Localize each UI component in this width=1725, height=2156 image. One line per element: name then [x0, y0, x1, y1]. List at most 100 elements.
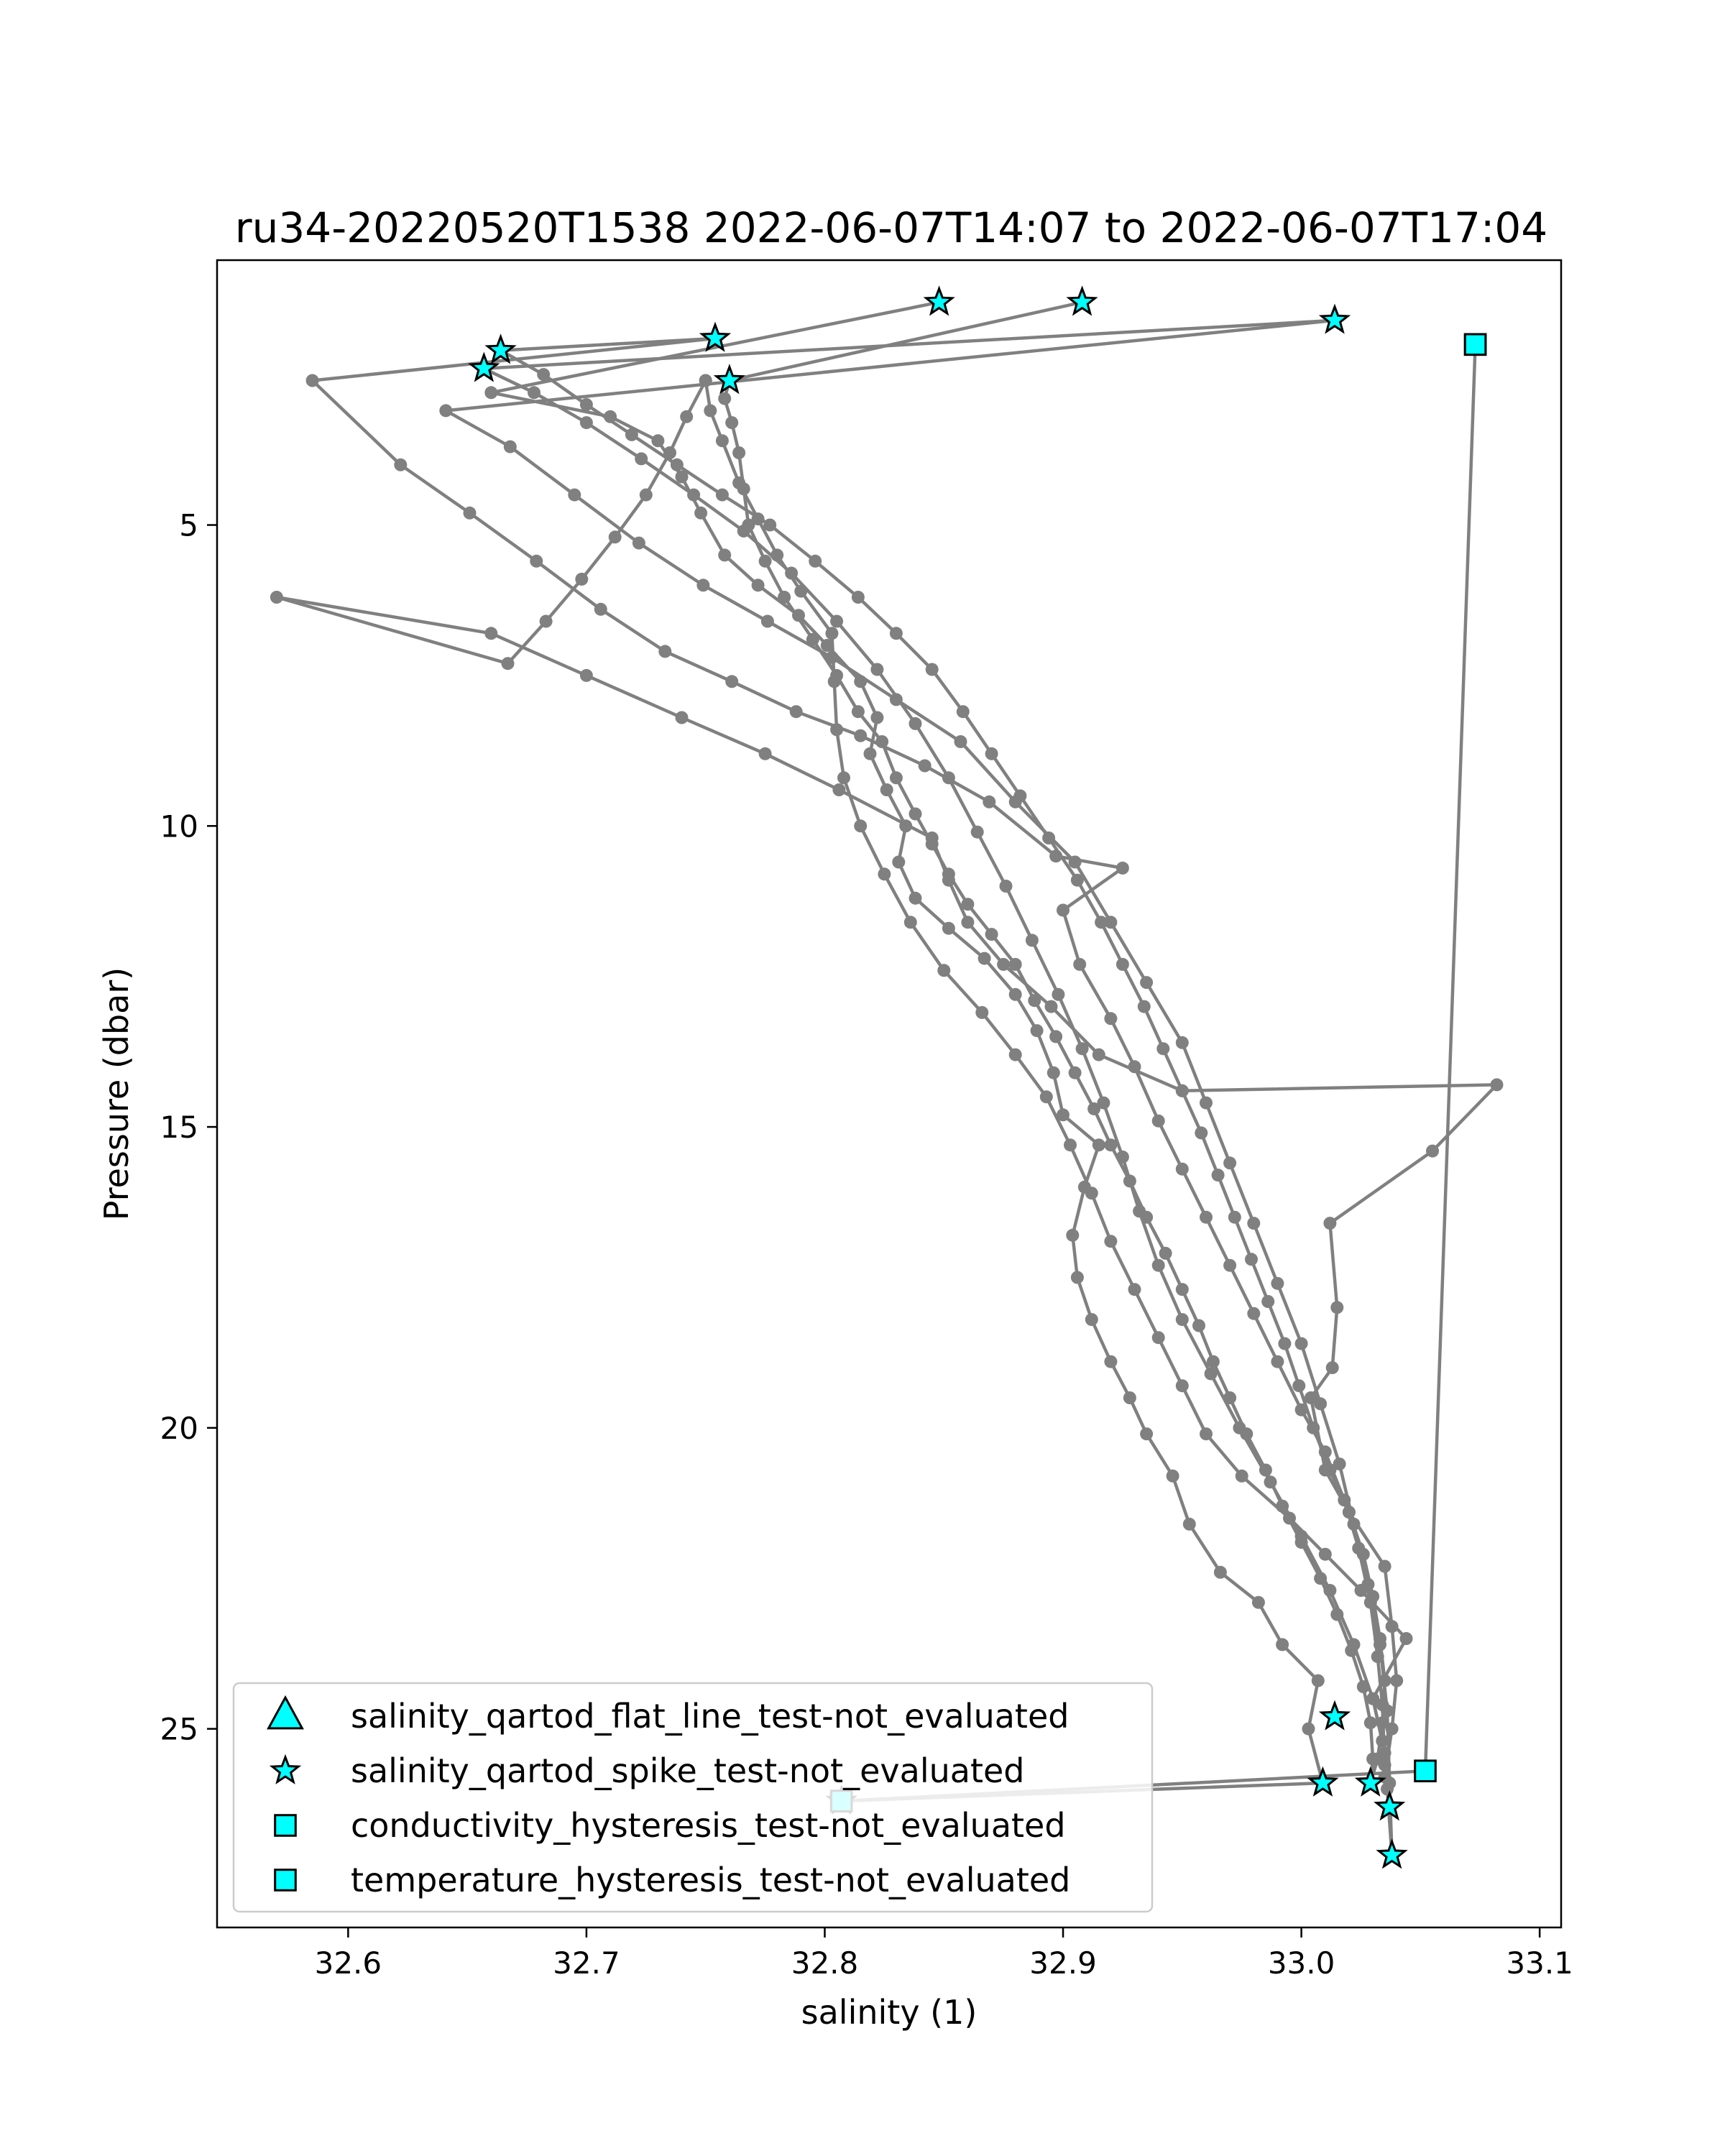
- data-point-7-3: [1376, 1734, 1389, 1748]
- data-point-6-2: [439, 404, 453, 418]
- data-point-8-17: [961, 916, 975, 929]
- y-tick-label-2: 10: [160, 808, 198, 844]
- data-point-4-2: [305, 374, 319, 387]
- data-point-7-18: [1008, 1048, 1022, 1061]
- data-point-2-5: [732, 446, 746, 459]
- data-point-2-34: [1259, 1463, 1272, 1477]
- data-point-8-22: [1490, 1078, 1504, 1092]
- y-tick-label-1: 5: [179, 508, 198, 543]
- data-point-3-31: [809, 554, 822, 568]
- data-point-3-23: [1070, 873, 1084, 887]
- data-point-2-22: [1049, 1030, 1063, 1044]
- legend-label-3: conductivity_hysteresis_test-not_evaluat…: [351, 1806, 1066, 1845]
- data-point-8-16: [942, 873, 955, 887]
- data-point-1-24: [978, 952, 991, 965]
- data-point-4-8: [725, 675, 739, 688]
- data-point-3-30: [851, 591, 865, 604]
- data-point-7-28: [794, 584, 808, 598]
- data-point-2-30: [1192, 1319, 1205, 1332]
- profile-line-8: [275, 379, 1499, 1777]
- data-point-8-19: [1044, 1000, 1058, 1013]
- data-point-1-12: [1140, 1427, 1154, 1441]
- data-point-1-22: [1030, 1024, 1044, 1038]
- flag-marker-1-10: [1318, 1700, 1351, 1731]
- flag-marker-1-3: [699, 321, 732, 352]
- data-point-7-5: [1399, 1632, 1413, 1645]
- x-tick-label-5: 33.0: [1268, 1945, 1335, 1981]
- data-point-8-15: [925, 831, 939, 844]
- data-point-8-9: [270, 591, 283, 604]
- data-point-5-4: [1347, 1638, 1361, 1651]
- data-point-4-12: [983, 795, 996, 808]
- data-point-5-27: [635, 452, 648, 466]
- data-point-3-22: [1095, 916, 1108, 929]
- data-point-3-3: [1376, 1716, 1389, 1730]
- data-point-4-3: [394, 458, 408, 471]
- data-point-4-19: [1151, 1114, 1165, 1128]
- data-point-3-4: [1378, 1674, 1392, 1687]
- data-point-7-11: [1175, 1379, 1189, 1393]
- data-point-4-26: [1318, 1445, 1332, 1459]
- data-point-6-18: [1247, 1217, 1261, 1230]
- data-point-1-9: [1213, 1565, 1227, 1579]
- data-point-5-17: [1025, 934, 1039, 947]
- data-point-6-16: [1200, 1096, 1213, 1110]
- data-point-2-9: [778, 591, 791, 604]
- flag-marker-1-12: [1376, 1838, 1408, 1869]
- y-tick-label-5: 25: [160, 1712, 198, 1747]
- data-point-4-11: [918, 759, 932, 773]
- data-point-6-7: [760, 614, 774, 628]
- data-point-8-1: [699, 374, 712, 387]
- data-point-3-19: [1156, 1042, 1170, 1056]
- data-point-6-17: [1223, 1156, 1237, 1170]
- data-point-6-10: [954, 735, 967, 748]
- triangle-icon: [267, 1695, 304, 1730]
- data-point-7-33: [704, 404, 717, 418]
- data-point-1-34: [792, 609, 805, 622]
- flag-marker-2-2: [1414, 1759, 1437, 1782]
- data-point-3-14: [1245, 1253, 1258, 1266]
- data-point-8-14: [832, 783, 846, 796]
- data-point-2-19: [985, 928, 998, 941]
- data-point-2-21: [1028, 994, 1041, 1008]
- legend-box: [232, 1682, 1154, 1913]
- data-point-8-23: [1426, 1144, 1439, 1158]
- data-point-8-4: [639, 488, 653, 502]
- data-point-5-12: [1133, 1204, 1146, 1218]
- profile-line-5: [482, 318, 1392, 1807]
- data-point-1-31: [870, 711, 884, 724]
- data-point-2-24: [1087, 1102, 1101, 1115]
- data-point-5-9: [1204, 1367, 1218, 1381]
- data-point-1-32: [854, 675, 868, 688]
- data-point-3-17: [1195, 1126, 1208, 1140]
- legend-label-2: salinity_qartod_spike_test-not_evaluated: [351, 1751, 1024, 1790]
- data-point-8-5: [608, 530, 622, 544]
- data-point-1-20: [1057, 1108, 1070, 1122]
- data-point-1-30: [863, 747, 877, 760]
- data-point-8-10: [484, 627, 498, 640]
- data-point-6-6: [696, 579, 710, 592]
- data-point-5-15: [1075, 1042, 1089, 1056]
- data-point-1-40: [604, 410, 617, 423]
- data-point-7-16: [1064, 1138, 1077, 1152]
- data-point-7-20: [937, 964, 951, 977]
- square-icon: [274, 1869, 297, 1892]
- data-point-7-25: [830, 723, 844, 737]
- data-point-8-2: [680, 410, 694, 423]
- data-point-1-29: [880, 783, 893, 796]
- data-point-4-25: [1294, 1403, 1308, 1416]
- data-point-4-14: [1116, 861, 1129, 875]
- data-point-4-28: [1352, 1542, 1366, 1555]
- data-point-4-5: [530, 554, 543, 568]
- data-point-8-3: [663, 446, 676, 459]
- data-point-8-8: [501, 657, 515, 671]
- data-point-5-26: [687, 488, 701, 502]
- data-point-1-6: [1311, 1674, 1325, 1687]
- data-point-6-23: [1347, 1517, 1361, 1531]
- data-point-8-20: [1092, 1048, 1105, 1061]
- data-point-8-18: [997, 957, 1011, 971]
- data-point-7-14: [1104, 1235, 1118, 1248]
- data-point-2-20: [1008, 957, 1022, 971]
- data-point-8-13: [758, 747, 772, 760]
